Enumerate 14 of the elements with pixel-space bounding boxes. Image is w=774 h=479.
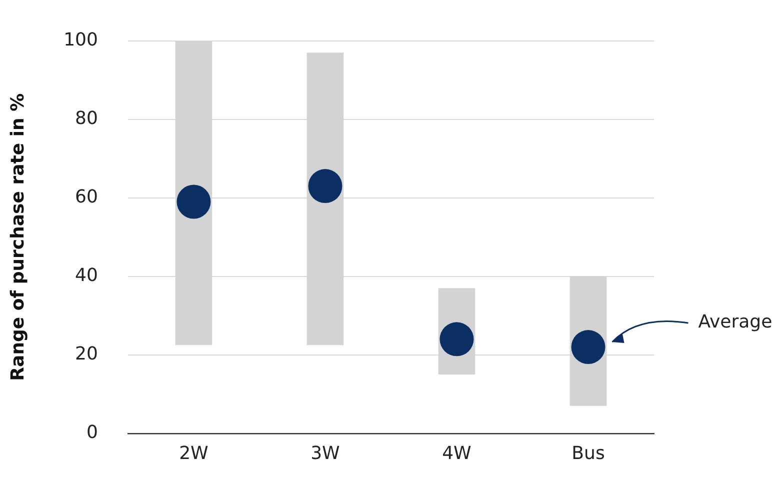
x-tick-label: 2W [179,442,209,464]
y-tick-label: 80 [75,108,98,129]
y-tick-label: 0 [86,422,98,444]
text: Average [698,312,772,333]
y-axis-title: Range of purchase rate in % [7,93,28,381]
point [176,184,211,219]
y-tick-label: 60 [75,186,98,208]
x-tick-label: 3W [310,442,340,464]
point [308,169,342,204]
x-tick-label: Bus [572,442,605,464]
x-tick-label: 4W [442,442,472,464]
y-tick-label: 100 [64,29,98,50]
y-tick-label: 40 [75,265,98,286]
y-tick-label: 20 [75,344,98,365]
